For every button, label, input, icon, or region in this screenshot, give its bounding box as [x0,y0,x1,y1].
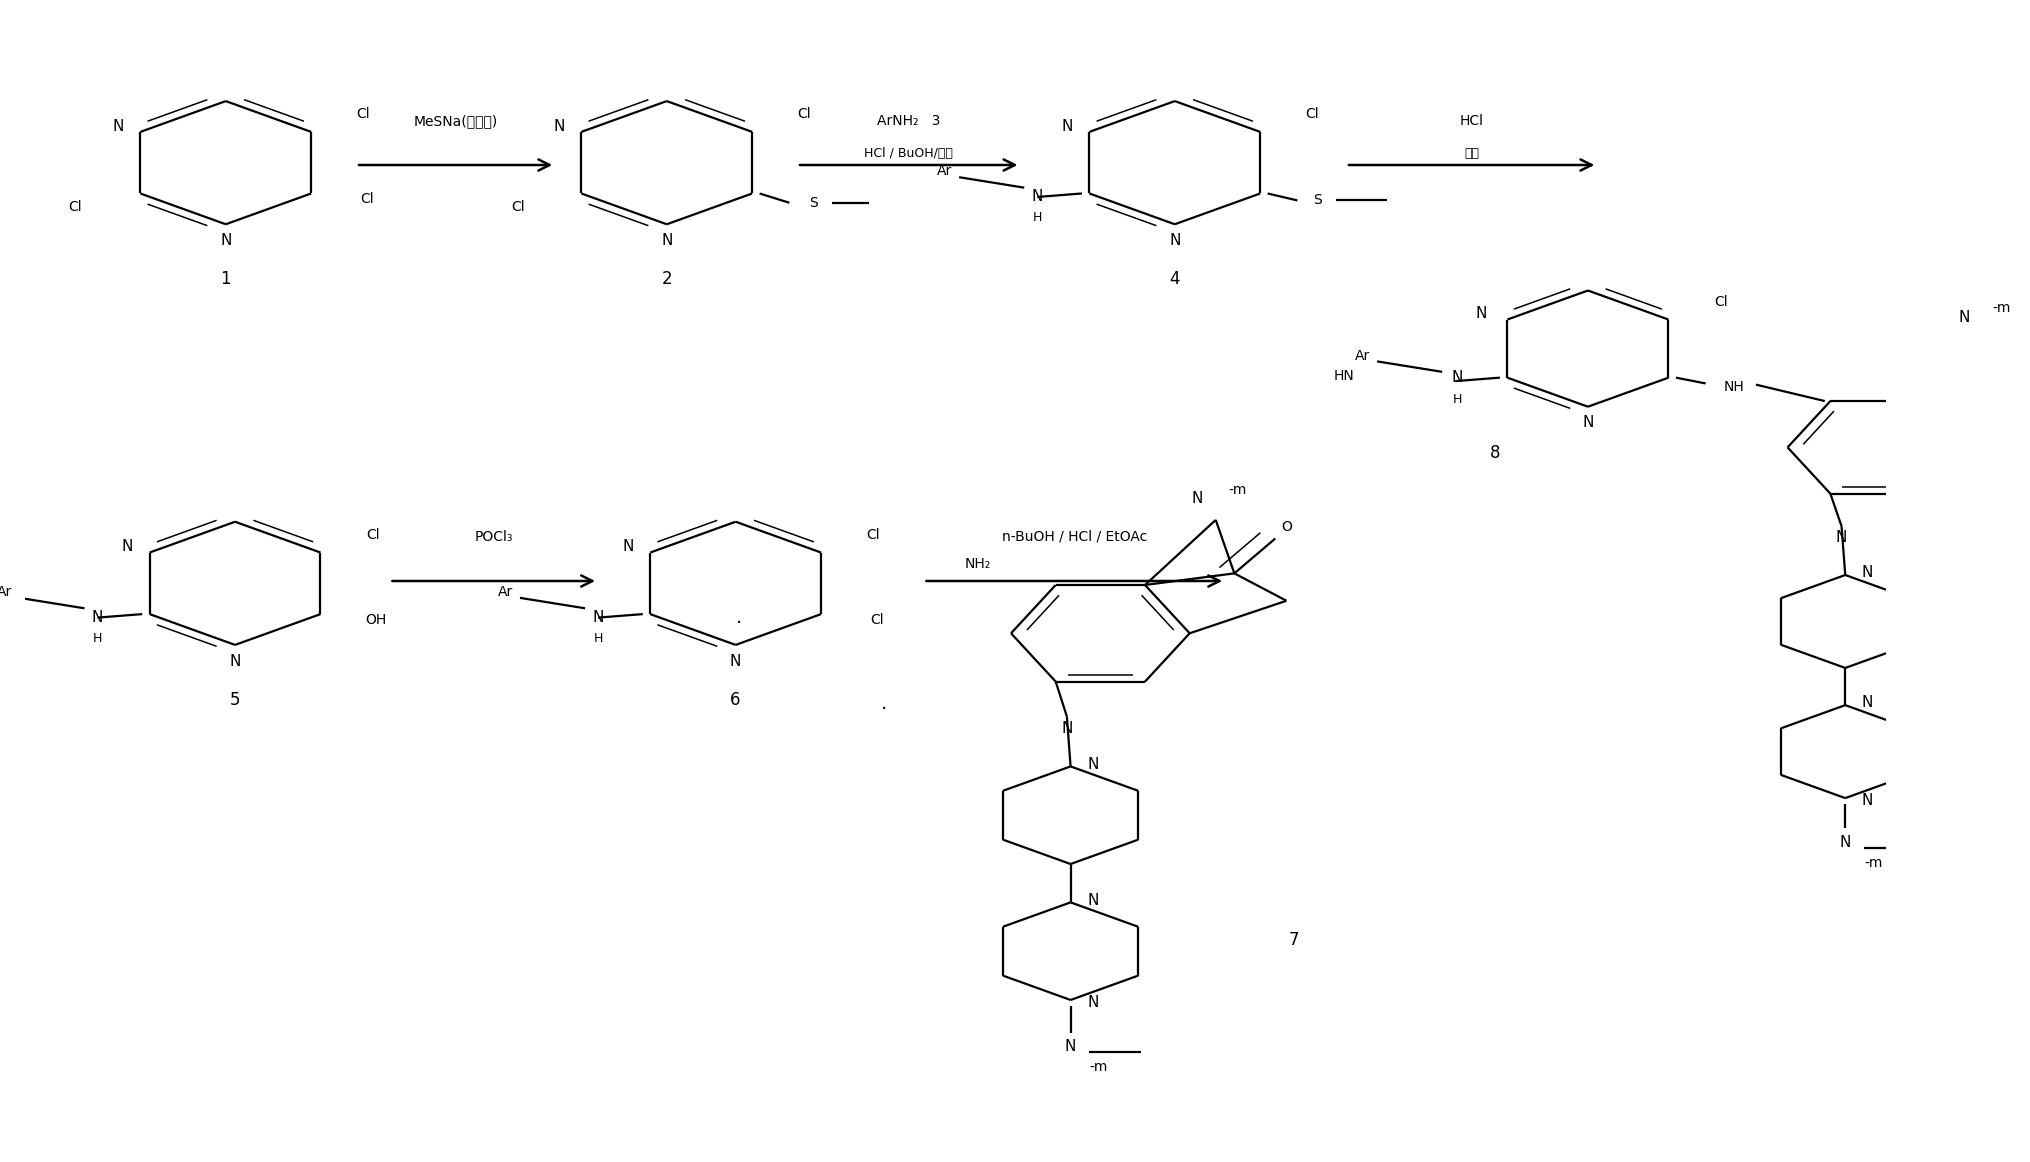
Text: 5: 5 [229,690,240,709]
Text: OH: OH [365,612,388,627]
Text: N: N [662,234,672,248]
Text: -m: -m [1090,1061,1108,1075]
Text: -m: -m [1864,856,1882,870]
Text: N: N [1862,565,1874,580]
Text: H: H [1033,211,1041,224]
Text: Cl: Cl [359,192,374,207]
Text: N: N [229,654,242,668]
Text: N: N [1088,756,1098,772]
Text: Cl: Cl [798,107,812,122]
Text: N: N [593,610,603,625]
Text: 4: 4 [1169,270,1179,288]
Text: S: S [810,195,818,210]
Text: Cl: Cl [867,528,879,543]
Text: N: N [1062,119,1072,134]
Text: 2: 2 [662,270,672,288]
Text: NH₂: NH₂ [964,557,991,571]
Text: N: N [1959,310,1969,325]
Text: ·: · [737,615,743,633]
Text: Cl: Cl [512,200,526,215]
Text: N: N [621,539,633,554]
Text: N: N [112,119,124,134]
Text: 1: 1 [221,270,231,288]
Text: N: N [1451,371,1464,385]
Text: 8: 8 [1490,444,1500,462]
Text: N: N [731,654,741,668]
Text: Cl: Cl [365,528,380,543]
Text: 7: 7 [1289,931,1299,948]
Text: Cl: Cl [69,200,81,215]
Text: S: S [1313,193,1322,208]
Text: N: N [1835,530,1847,545]
Text: Cl: Cl [357,107,369,122]
Text: N: N [1862,695,1874,710]
Text: H: H [93,632,102,645]
Text: NH: NH [1723,380,1744,394]
Text: HCl / BuOH/回流: HCl / BuOH/回流 [865,146,954,160]
Text: N: N [1476,307,1486,321]
Text: Ar: Ar [936,164,952,179]
Text: -m: -m [1228,482,1246,496]
Text: Cl: Cl [1713,295,1728,309]
Text: n-BuOH / HCl / EtOAc: n-BuOH / HCl / EtOAc [1001,530,1147,544]
Text: N: N [1862,792,1874,808]
Text: N: N [554,119,564,134]
Text: N: N [1088,892,1098,908]
Text: N: N [1581,416,1594,430]
Text: N: N [1031,189,1043,205]
Text: O: O [1281,519,1291,533]
Text: Cl: Cl [1305,107,1320,122]
Text: N: N [1088,995,1098,1010]
Text: N: N [1192,492,1204,507]
Text: N: N [1839,834,1851,849]
Text: HN: HN [1334,370,1354,383]
Text: H: H [593,632,603,645]
Text: N: N [219,234,231,248]
Text: -m: -m [1991,301,2012,315]
Text: N: N [122,539,134,554]
Text: 6: 6 [731,690,741,709]
Text: ArNH₂   3: ArNH₂ 3 [877,114,940,128]
Text: .: . [881,694,887,712]
Text: POCl₃: POCl₃ [475,530,514,544]
Text: 回流: 回流 [1464,146,1480,160]
Text: MeSNa(水溶液): MeSNa(水溶液) [414,114,497,128]
Text: H: H [1451,393,1462,407]
Text: Ar: Ar [497,584,514,600]
Text: N: N [1066,1039,1076,1054]
Text: Ar: Ar [0,584,12,600]
Text: Ar: Ar [1354,349,1370,363]
Text: N: N [1062,720,1072,736]
Text: N: N [91,610,104,625]
Text: Cl: Cl [871,612,883,627]
Text: N: N [1169,234,1181,248]
Text: HCl: HCl [1460,114,1484,128]
